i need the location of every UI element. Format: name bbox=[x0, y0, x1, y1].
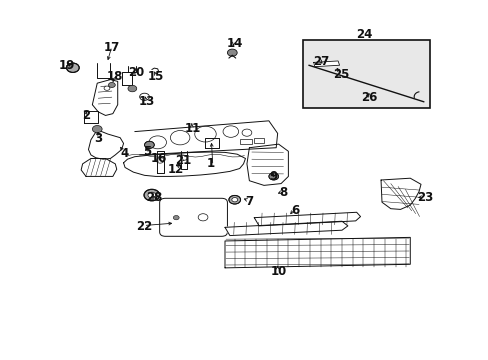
Text: 8: 8 bbox=[279, 186, 287, 199]
Text: 13: 13 bbox=[139, 95, 155, 108]
Text: 9: 9 bbox=[269, 170, 277, 183]
Circle shape bbox=[66, 63, 79, 72]
Text: 26: 26 bbox=[360, 91, 376, 104]
Text: 27: 27 bbox=[313, 55, 329, 68]
Circle shape bbox=[92, 126, 102, 133]
Polygon shape bbox=[123, 152, 245, 176]
Text: 17: 17 bbox=[103, 41, 120, 54]
Text: 15: 15 bbox=[147, 69, 163, 82]
Text: 11: 11 bbox=[185, 122, 201, 135]
Text: 3: 3 bbox=[94, 132, 102, 145]
Text: 28: 28 bbox=[146, 192, 162, 204]
Text: 22: 22 bbox=[136, 220, 152, 233]
Text: 1: 1 bbox=[206, 157, 214, 170]
Text: 2: 2 bbox=[82, 109, 90, 122]
Polygon shape bbox=[157, 151, 163, 173]
Polygon shape bbox=[254, 212, 360, 226]
Polygon shape bbox=[224, 237, 409, 268]
Polygon shape bbox=[246, 144, 288, 185]
Polygon shape bbox=[81, 158, 117, 176]
Text: 4: 4 bbox=[121, 147, 129, 159]
Polygon shape bbox=[88, 130, 123, 159]
Polygon shape bbox=[224, 221, 347, 235]
Text: 20: 20 bbox=[128, 66, 144, 79]
Circle shape bbox=[268, 173, 278, 180]
Polygon shape bbox=[380, 178, 420, 210]
Text: 23: 23 bbox=[416, 192, 432, 204]
Circle shape bbox=[108, 82, 115, 87]
Polygon shape bbox=[92, 80, 118, 116]
Text: 24: 24 bbox=[355, 28, 371, 41]
Text: 12: 12 bbox=[168, 163, 184, 176]
Polygon shape bbox=[135, 121, 277, 155]
Circle shape bbox=[128, 85, 137, 92]
Text: 5: 5 bbox=[142, 145, 151, 158]
Circle shape bbox=[173, 216, 179, 220]
Bar bbox=[254, 138, 264, 143]
Bar bbox=[239, 139, 251, 144]
Text: 14: 14 bbox=[226, 37, 243, 50]
Text: 10: 10 bbox=[270, 265, 286, 278]
Text: 6: 6 bbox=[291, 204, 299, 217]
Circle shape bbox=[228, 195, 240, 204]
Circle shape bbox=[148, 192, 156, 198]
Polygon shape bbox=[313, 61, 339, 67]
Circle shape bbox=[231, 198, 237, 202]
Text: 25: 25 bbox=[332, 68, 348, 81]
Polygon shape bbox=[122, 72, 132, 85]
Circle shape bbox=[144, 141, 154, 148]
Text: 7: 7 bbox=[245, 195, 253, 208]
Circle shape bbox=[144, 189, 159, 201]
FancyBboxPatch shape bbox=[159, 198, 227, 236]
Bar bbox=[303, 40, 429, 108]
Text: 16: 16 bbox=[151, 152, 167, 165]
Text: 18: 18 bbox=[107, 69, 123, 82]
Text: 21: 21 bbox=[175, 154, 191, 167]
Circle shape bbox=[227, 49, 237, 56]
Text: 19: 19 bbox=[58, 59, 75, 72]
